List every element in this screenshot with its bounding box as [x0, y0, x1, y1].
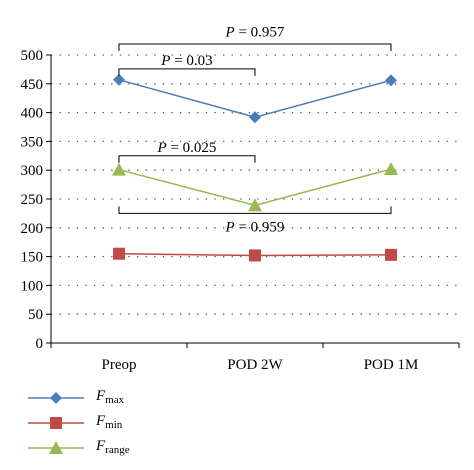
legend-item-fmax: Fmax [28, 388, 188, 410]
legend-item-frange: Frange [28, 438, 188, 460]
p-value-label: P = 0.025 [157, 140, 217, 156]
significance-bracket [118, 155, 256, 163]
legend-label-fmin: Fmin [96, 413, 123, 431]
significance-bracket [118, 68, 256, 76]
y-tick-label: 100 [21, 278, 44, 294]
data-point-fmin [249, 249, 261, 262]
y-tick-label: 250 [21, 192, 44, 208]
y-tick-label: 0 [36, 336, 44, 352]
data-point-fmax [113, 73, 125, 86]
data-point-fmin [385, 248, 397, 261]
legend: Fmax Fmin Frange [28, 388, 188, 463]
y-tick-label: 350 [21, 134, 44, 150]
data-point-frange [112, 162, 126, 176]
legend-label-frange: Frange [96, 438, 130, 456]
p-value-label: P = 0.03 [160, 53, 212, 69]
legend-marker-fmin [28, 417, 84, 429]
significance-bracket [118, 43, 392, 52]
legend-label-fmax: Fmax [96, 388, 125, 406]
x-category-label: POD 1M [364, 357, 419, 373]
data-point-fmin [113, 247, 125, 260]
y-tick-label: 150 [21, 250, 44, 266]
data-point-frange [248, 198, 262, 212]
y-tick-label: 50 [28, 307, 43, 323]
legend-marker-frange [28, 441, 84, 454]
p-value-label: P = 0.957 [225, 24, 285, 40]
p-value-label: P = 0.959 [225, 220, 285, 236]
legend-item-fmin: Fmin [28, 413, 188, 435]
y-tick-label: 200 [21, 221, 44, 237]
data-point-fmax [249, 111, 261, 124]
y-tick-label: 300 [21, 163, 44, 179]
y-tick-label: 500 [21, 48, 44, 64]
data-point-frange [384, 162, 398, 176]
data-point-fmax [385, 74, 397, 87]
significance-bracket [118, 206, 392, 214]
legend-marker-fmax [28, 392, 84, 404]
y-tick-label: 400 [21, 106, 44, 122]
x-category-label: POD 2W [227, 357, 283, 373]
x-category-label: Preop [102, 357, 137, 373]
y-tick-label: 450 [21, 77, 44, 93]
